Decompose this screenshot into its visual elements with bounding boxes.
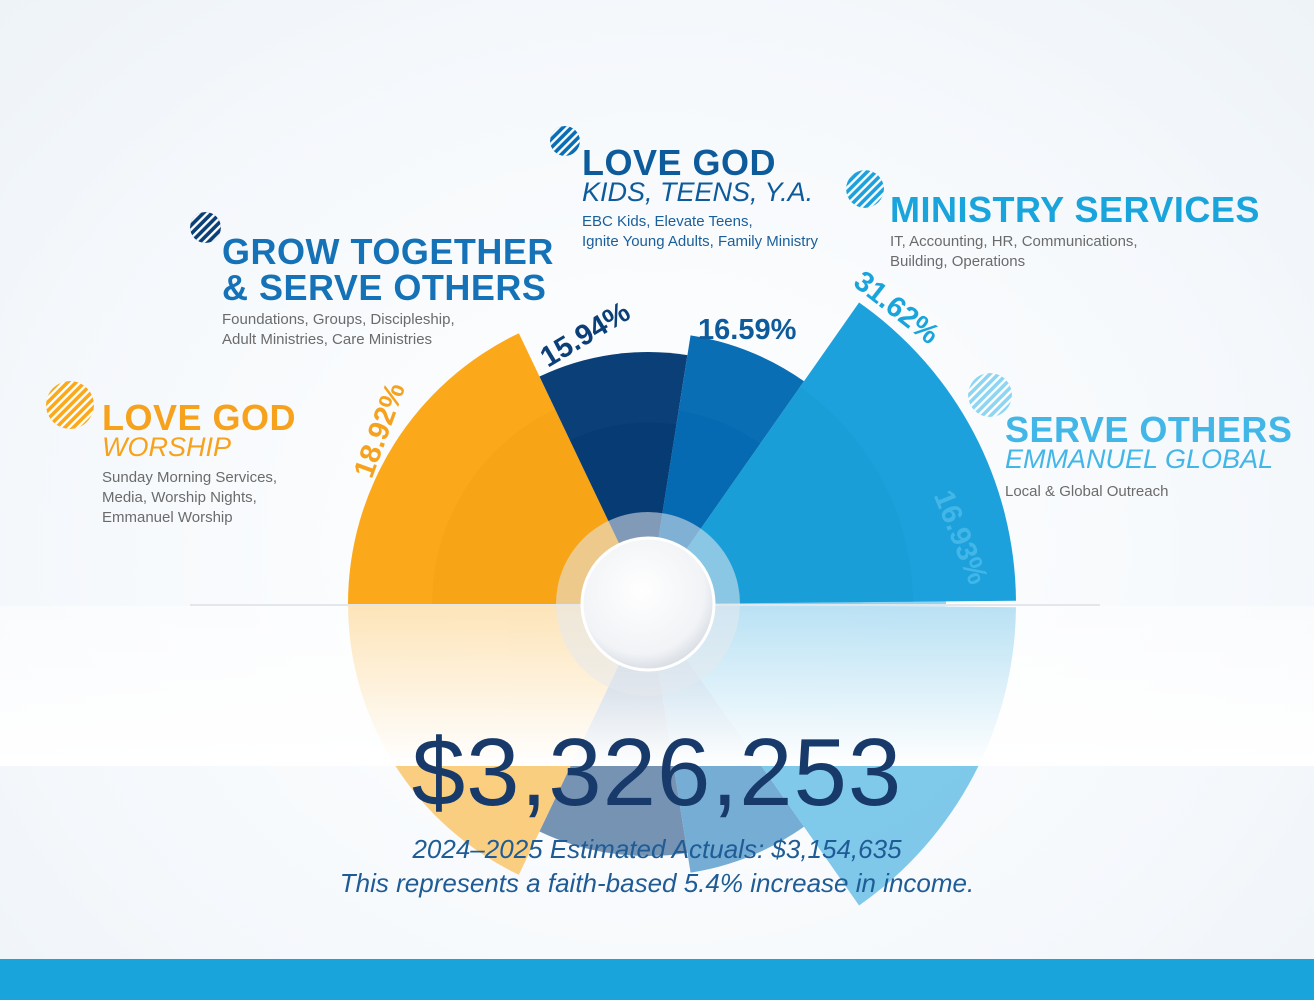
grow-title: GROW TOGETHER & SERVE OTHERS — [222, 231, 554, 308]
footer-bar — [0, 959, 1314, 1000]
kids-marker-dot — [550, 126, 580, 156]
ministry-wedge — [648, 302, 1016, 604]
worship-dot-hatch — [46, 381, 94, 429]
hub-center — [580, 536, 716, 672]
grow-description: Foundations, Groups, Discipleship, Adult… — [222, 311, 455, 348]
kids-percent-label: 16.59% — [698, 314, 797, 346]
serve-subtitle: EMMANUEL GLOBAL — [1005, 444, 1274, 474]
serve-dot-hatch — [968, 373, 1012, 417]
worship-description: Sunday Morning Services, Media, Worship … — [102, 469, 278, 526]
kids-title: LOVE GOD — [582, 142, 777, 183]
worship-title: LOVE GOD — [102, 397, 297, 438]
worship-wedge — [348, 333, 648, 604]
worship-marker-dot — [46, 381, 94, 429]
serve-marker-dot — [968, 373, 1012, 417]
serve-description: Local & Global Outreach — [1005, 483, 1169, 500]
kids-description: EBC Kids, Elevate Teens, Ignite Young Ad… — [582, 213, 818, 250]
kids-subtitle: KIDS, TEENS, Y.A. — [582, 177, 814, 207]
ministry-description: IT, Accounting, HR, Communications, Buil… — [890, 233, 1138, 270]
ministry-marker-dot — [846, 170, 884, 208]
grow-dot-hatch — [190, 212, 221, 243]
grow-marker-dot — [190, 212, 221, 243]
total-amount: $3,326,253 — [411, 719, 903, 826]
worship-subtitle: WORSHIP — [102, 432, 232, 462]
serve-title: SERVE OTHERS — [1005, 409, 1293, 450]
ministry-title: MINISTRY SERVICES — [890, 189, 1260, 230]
kids-dot-hatch — [550, 126, 580, 156]
ministry-dot-hatch — [846, 170, 884, 208]
increase-note: This represents a faith-based 5.4% incre… — [339, 868, 975, 898]
estimated-actuals-note: 2024–2025 Estimated Actuals: $3,154,635 — [412, 834, 902, 864]
